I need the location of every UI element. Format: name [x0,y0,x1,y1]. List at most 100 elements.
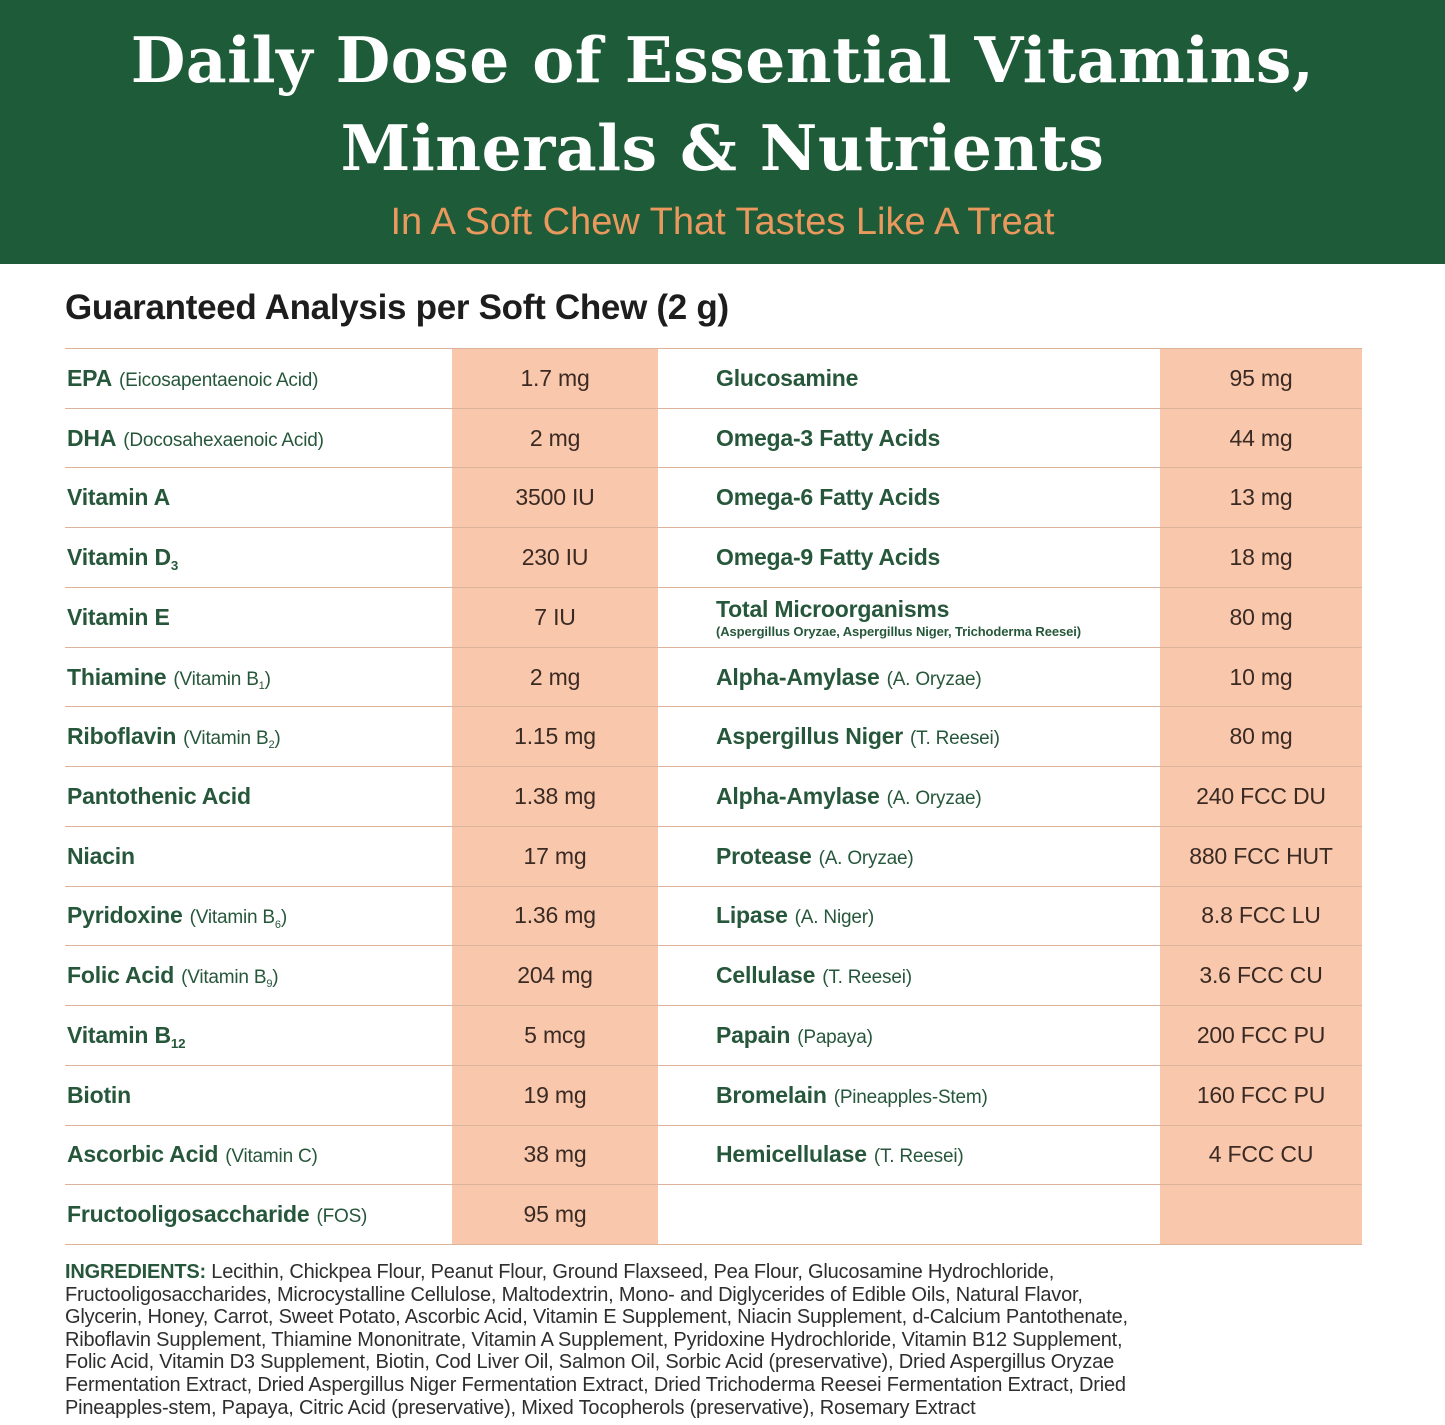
nutrient-label-left: EPA (Eicosapentaenoic Acid) [65,349,452,408]
nutrient-paren: (A. Oryzae) [886,788,982,809]
nutrient-value-right: 44 mg [1160,408,1362,468]
nutrient-name: Fructooligosaccharide [67,1201,310,1228]
analysis-table: EPA (Eicosapentaenoic Acid) 1.7 mg Glucos… [65,348,1362,1245]
table-row: Thiamine (Vitamin B1) 2 mg Alpha-Amylase (… [65,646,1362,707]
nutrient-value-left: 204 mg [452,946,658,1006]
nutrient-label-left: Vitamin D3 [65,528,452,587]
nutrient-name: Vitamin D3 [67,544,179,574]
nutrient-name: Alpha-Amylase [716,783,880,809]
column-gap [658,468,710,527]
nutrient-label-left: Biotin [65,1066,452,1125]
nutrient-value-right [1160,1185,1362,1245]
ingredients-section: INGREDIENTS: Lecithin, Chickpea Flour, P… [65,1261,1400,1419]
column-gap [658,887,710,946]
nutrient-value-right: 80 mg [1160,587,1362,647]
nutrient-label-left: Ascorbic Acid (Vitamin C) [65,1126,452,1185]
nutrient-label-left: Vitamin E [65,588,452,647]
analysis-title: Guaranteed Analysis per Soft Chew (2 g) [65,288,729,327]
nutrient-value: 80 mg [1229,723,1293,750]
nutrient-value-left: 230 IU [452,528,658,587]
nutrient-label-left: Vitamin B12 [65,1006,452,1065]
nutrient-label-right: Aspergillus Niger (T. Reesei) [710,707,1160,766]
nutrient-value-left: 5 mcg [452,1006,658,1065]
nutrient-paren: (Papaya) [797,1026,873,1048]
column-gap [658,528,710,587]
nutrient-value-left: 1.7 mg [452,349,658,408]
nutrient-paren: (Vitamin C) [225,1146,318,1168]
nutrient-value-left: 2 mg [452,647,658,707]
nutrient-paren: (T. Reesei) [910,728,1000,750]
nutrient-paren: (Vitamin B6) [189,907,288,931]
nutrient-value: 5 mcg [524,1021,586,1048]
nutrient-paren: (Vitamin B2) [183,728,281,752]
nutrient-value: 3.6 FCC CU [1199,962,1323,989]
nutrient-name: Cellulase [716,962,816,989]
nutrient-name: Ascorbic Acid [67,1141,219,1168]
nutrient-value: 880 FCC HUT [1189,842,1333,869]
table-row: Vitamin D3 230 IU Omega-9 Fatty Acids 18… [65,527,1362,587]
table-row: Niacin 17 mg Protease (A. Oryzae) 880 FCC… [65,825,1362,886]
nutrient-name: Vitamin E [67,603,170,630]
nutrient-paren: (A. Niger) [794,907,874,929]
nutrient-value-left: 1.15 mg [452,707,658,767]
nutrient-label-right: Total Microorganisms (Aspergillus Oryzae… [710,588,1160,647]
nutrient-value: 2 mg [529,424,581,451]
nutrient-paren: (A. Oryzae) [886,668,982,690]
nutrient-label-right [710,1185,1160,1244]
column-gap [658,349,710,408]
nutrient-label-right: Hemicellulase (T. Reesei) [710,1126,1160,1185]
nutrient-name: Niacin [67,842,135,869]
nutrient-name: DHA [67,424,117,451]
nutrient-name: Thiamine [67,663,167,690]
nutrient-name: Omega-9 Fatty Acids [716,544,941,571]
nutrient-value: 240 FCC DU [1196,783,1326,809]
title-line-2: Minerals & Nutrients [340,111,1105,185]
table-row: Ascorbic Acid (Vitamin C) 38 mg Hemicellu… [65,1124,1362,1185]
nutrient-value: 8.8 FCC LU [1201,902,1321,929]
table-row: Vitamin E 7 IU Total Microorganisms (Asp… [65,586,1362,647]
nutrient-label-right: Omega-3 Fatty Acids [710,409,1160,468]
nutrient-value: 3500 IU [515,484,595,511]
nutrient-label-left: Niacin [65,827,452,886]
column-gap [658,409,710,468]
nutrient-value: 17 mg [523,842,587,869]
nutrient-label-left: Riboflavin (Vitamin B2) [65,707,452,766]
nutrient-value: 38 mg [523,1141,587,1168]
nutrient-value-right: 200 FCC PU [1160,1006,1362,1065]
nutrient-value: 200 FCC PU [1196,1021,1326,1048]
nutrient-value-left: 3500 IU [452,468,658,528]
nutrient-paren: (A. Oryzae) [818,847,914,869]
nutrient-value: 19 mg [523,1081,587,1108]
nutrient-label-right: Protease (A. Oryzae) [710,827,1160,886]
nutrient-paren: (Docosahexaenoic Acid) [123,429,324,451]
table-row: Fructooligosaccharide (FOS) 95 mg [65,1184,1362,1245]
nutrient-value-right: 4 FCC CU [1160,1125,1362,1185]
nutrient-paren: (Eicosapentaenoic Acid) [119,369,319,391]
table-row: Biotin 19 mg Bromelain (Pineapples-Stem) … [65,1064,1362,1125]
nutrient-label-left: DHA (Docosahexaenoic Acid) [65,409,452,468]
nutrient-value-left: 1.38 mg [452,767,658,826]
nutrient-value: 1.15 mg [514,723,596,750]
table-row: Vitamin B12 5 mcg Papain (Papaya) 200 FCC… [65,1005,1362,1065]
nutrient-name: Omega-3 Fatty Acids [716,424,941,451]
ingredients-line: Folic Acid, Vitamin D3 Supplement, Bioti… [65,1351,1114,1374]
nutrient-name: Vitamin B12 [67,1021,186,1051]
column-gap [658,946,710,1005]
nutrient-value: 1.7 mg [520,364,590,391]
column-gap [658,1185,710,1244]
table-row: Vitamin A 3500 IU Omega-6 Fatty Acids 13… [65,467,1362,528]
nutrient-value-left: 7 IU [452,587,658,647]
nutrient-label-left: Thiamine (Vitamin B1) [65,648,452,707]
table-row: DHA (Docosahexaenoic Acid) 2 mg Omega-3 F… [65,407,1362,468]
nutrient-value: 230 IU [521,544,589,571]
nutrient-name: Omega-6 Fatty Acids [716,484,941,511]
nutrient-value: 160 FCC PU [1196,1081,1326,1108]
nutrient-paren: (T. Reesei) [822,967,912,989]
nutrient-value: 10 mg [1229,663,1293,690]
nutrient-value-left: 2 mg [452,408,658,468]
nutrient-name: Pyridoxine [67,902,183,929]
nutrient-label-right: Glucosamine [710,349,1160,408]
nutrient-value-right: 3.6 FCC CU [1160,946,1362,1006]
nutrient-name: Alpha-Amylase [716,663,880,690]
